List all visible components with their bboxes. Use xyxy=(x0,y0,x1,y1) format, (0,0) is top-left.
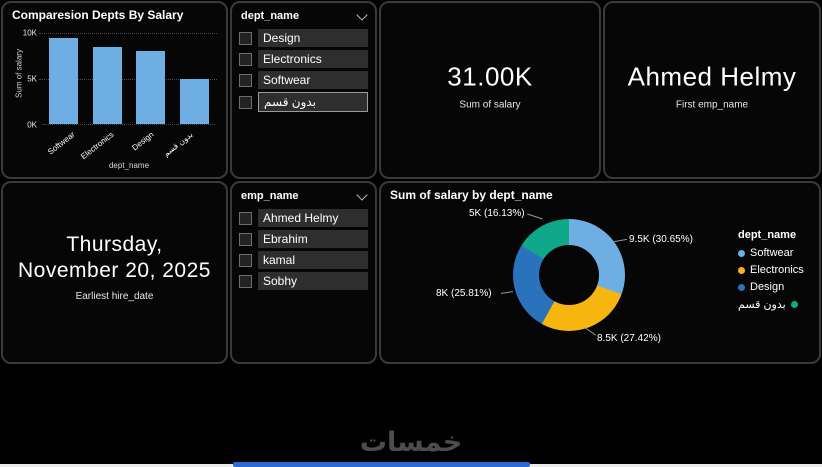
salary-card-value: 31.00K xyxy=(447,61,533,92)
date-card-tile: Thursday, November 20, 2025 Earliest hir… xyxy=(1,181,228,364)
y-tick: 10K xyxy=(22,28,37,38)
slice-label-electronics: 8.5K (27.42%) xyxy=(597,333,661,344)
bar-design[interactable] xyxy=(136,51,166,124)
emp-slicer-header: emp_name xyxy=(232,183,375,206)
employee-card-label: First emp_name xyxy=(675,99,749,111)
slicer-item-sobhy[interactable]: Sobhy xyxy=(239,272,368,290)
donut-chart-tile: Sum of salary by dept_name 9.5K (30.65%)… xyxy=(379,181,821,364)
leader-line xyxy=(500,291,514,294)
donut-chart-title: Sum of salary by dept_name xyxy=(390,188,553,202)
emp-slicer-title: emp_name xyxy=(241,190,299,202)
slicer-item-design[interactable]: Design xyxy=(239,29,368,47)
slicer-item-label[interactable]: Ahmed Helmy xyxy=(258,209,368,227)
dept-slicer-header: dept_name xyxy=(232,3,375,26)
slicer-item-label[interactable]: Electronics xyxy=(258,50,368,68)
legend-item-electronics[interactable]: Electronics xyxy=(738,264,804,276)
bar-chart-tile: Comparesion Depts By Salary Sum of salar… xyxy=(1,1,228,179)
x-axis-title: dept_name xyxy=(108,161,150,170)
checkbox[interactable] xyxy=(239,211,252,225)
gridline xyxy=(39,79,217,80)
slicer-item-label[interactable]: Softwear xyxy=(258,71,368,89)
y-tick: 0K xyxy=(27,120,37,130)
bar-plot-area xyxy=(43,33,215,125)
date-card-label: Earliest hire_date xyxy=(75,291,154,303)
bar-chart-title: Comparesion Depts By Salary xyxy=(12,8,184,22)
slicer-item-label[interactable]: Sobhy xyxy=(258,272,368,290)
legend-label: بدون قسم xyxy=(738,299,786,311)
donut-ring[interactable] xyxy=(513,219,625,331)
leader-line xyxy=(614,238,627,243)
slicer-item-kamal[interactable]: kamal xyxy=(239,251,368,269)
donut-hole xyxy=(539,245,599,305)
legend-dot xyxy=(738,266,745,274)
slice-label-no-dept: 5K (16.13%) xyxy=(469,208,525,219)
horizontal-scrollbar-thumb[interactable] xyxy=(233,462,530,467)
checkbox[interactable] xyxy=(239,31,252,45)
employee-card-value: Ahmed Helmy xyxy=(627,61,797,92)
gridline xyxy=(39,33,217,34)
emp-slicer-tile: emp_name Ahmed Helmy Ebrahim kamal Sobhy xyxy=(230,181,377,364)
y-axis-label: Sum of salary xyxy=(14,49,24,98)
bar-softwear[interactable] xyxy=(49,37,78,124)
slicer-item-label[interactable]: Design xyxy=(258,29,368,47)
salary-card-label: Sum of salary xyxy=(459,99,521,111)
checkbox[interactable] xyxy=(239,253,252,267)
slicer-item-softwear[interactable]: Softwear xyxy=(239,71,368,89)
bar-electronics[interactable] xyxy=(92,46,122,124)
y-tick: 5K xyxy=(27,74,37,84)
checkbox[interactable] xyxy=(239,52,252,66)
legend-dot xyxy=(738,283,745,291)
legend-dot xyxy=(738,249,745,257)
checkbox[interactable] xyxy=(239,232,252,246)
slicer-item-label[interactable]: بدون قسم xyxy=(258,92,368,112)
khamsat-logo: خمسات xyxy=(359,427,463,457)
slice-label-design: 8K (25.81%) xyxy=(436,288,492,299)
legend-item-softwear[interactable]: Softwear xyxy=(738,247,804,259)
slicer-item-no-dept[interactable]: بدون قسم xyxy=(239,92,368,112)
donut-legend: dept_name Softwear Electronics Design بد… xyxy=(738,229,804,316)
slicer-item-ahmed[interactable]: Ahmed Helmy xyxy=(239,209,368,227)
checkbox[interactable] xyxy=(239,274,252,288)
legend-dot xyxy=(790,301,798,308)
legend-item-design[interactable]: Design xyxy=(738,281,804,293)
chevron-down-icon[interactable] xyxy=(356,8,368,21)
legend-label: Electronics xyxy=(750,264,804,276)
date-card-value: Thursday, November 20, 2025 xyxy=(18,232,211,282)
checkbox[interactable] xyxy=(239,95,252,109)
slicer-item-electronics[interactable]: Electronics xyxy=(239,50,368,68)
slicer-item-ebrahim[interactable]: Ebrahim xyxy=(239,230,368,248)
slicer-item-label[interactable]: Ebrahim xyxy=(258,230,368,248)
legend-title: dept_name xyxy=(738,229,797,241)
leader-line xyxy=(527,213,543,220)
leader-line xyxy=(584,327,597,336)
legend-label: Softwear xyxy=(750,247,794,259)
slicer-item-label[interactable]: kamal xyxy=(258,251,368,269)
checkbox[interactable] xyxy=(239,73,252,87)
employee-card-tile: Ahmed Helmy First emp_name xyxy=(603,1,821,179)
bar-no-dept[interactable] xyxy=(179,78,209,124)
chevron-down-icon[interactable] xyxy=(356,188,368,201)
slice-label-softwear: 9.5K (30.65%) xyxy=(629,234,693,245)
legend-label: Design xyxy=(750,281,785,293)
dept-slicer-title: dept_name xyxy=(241,10,300,22)
legend-item-no-dept[interactable]: بدون قسم xyxy=(738,298,804,311)
salary-card-tile: 31.00K Sum of salary xyxy=(379,1,601,179)
dept-slicer-tile: dept_name Design Electronics Softwear بد… xyxy=(230,1,377,179)
